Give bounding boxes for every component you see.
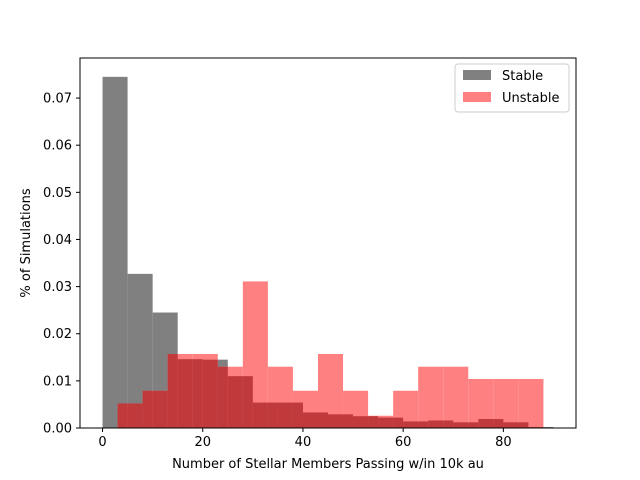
bar-unstable — [443, 366, 469, 428]
bar-overlap — [403, 421, 419, 428]
bar-overlap — [353, 416, 369, 428]
bar-stable — [102, 76, 128, 428]
bar-overlap — [217, 366, 228, 428]
y-tick-label: 0.07 — [43, 92, 72, 107]
bar-overlap — [503, 422, 519, 428]
bar-overlap — [418, 421, 429, 428]
x-axis-label: Number of Stellar Members Passing w/in 1… — [172, 457, 484, 472]
legend-swatch-unstable — [463, 92, 491, 102]
bar-overlap — [127, 403, 143, 428]
bar-overlap — [317, 412, 328, 428]
y-tick-label: 0.05 — [43, 186, 72, 201]
x-axis-ticks: 0 20 40 60 80 — [98, 428, 512, 450]
x-tick-label: 80 — [495, 435, 512, 450]
bar-overlap — [453, 422, 469, 428]
x-tick-label: 40 — [295, 435, 312, 450]
bar-overlap — [393, 417, 404, 428]
plot-frame — [79, 57, 577, 429]
bar-overlap — [227, 376, 243, 428]
legend: Stable Unstable — [454, 63, 570, 113]
bar-overlap — [242, 376, 253, 428]
bar-overlap — [167, 354, 178, 428]
bar-overlap — [343, 414, 354, 428]
bar-overlap — [267, 402, 278, 428]
y-tick-label: 0.01 — [43, 374, 72, 389]
bar-overlap — [302, 412, 318, 428]
y-tick-label: 0.04 — [43, 233, 72, 248]
bar-overlap — [468, 422, 479, 428]
y-tick-label: 0.00 — [43, 422, 72, 437]
bar-overlap — [428, 420, 444, 428]
y-tick-label: 0.06 — [43, 139, 72, 154]
bar-overlap — [478, 419, 494, 428]
bar-overlap — [493, 419, 504, 428]
bar-overlap — [277, 402, 293, 428]
bar-overlap — [202, 359, 218, 428]
bar-overlap — [443, 420, 454, 428]
bar-overlap — [368, 416, 379, 428]
x-tick-label: 20 — [194, 435, 211, 450]
bar-unstable — [418, 366, 444, 428]
overlap-bars — [117, 354, 544, 428]
bar-overlap — [252, 402, 268, 428]
x-tick-label: 60 — [395, 435, 412, 450]
y-axis-label: % of Simulations — [19, 188, 34, 297]
bar-overlap — [142, 390, 153, 428]
bar-overlap — [177, 359, 193, 428]
bar-overlap — [152, 390, 168, 428]
y-tick-label: 0.03 — [43, 280, 72, 295]
x-tick-label: 0 — [98, 435, 106, 450]
bar-overlap — [328, 414, 344, 428]
legend-label-unstable: Unstable — [502, 91, 559, 106]
bar-overlap — [292, 402, 303, 428]
bar-unstable — [518, 378, 544, 428]
bar-overlap — [378, 417, 394, 428]
y-axis-ticks: 0.00 0.01 0.02 0.03 0.04 0.05 0.06 0.07 — [43, 92, 80, 437]
bar-overlap — [117, 403, 128, 428]
bar-overlap — [192, 359, 203, 428]
bar-overlap — [518, 422, 529, 428]
y-tick-label: 0.02 — [43, 327, 72, 342]
legend-label-stable: Stable — [502, 69, 543, 84]
legend-swatch-stable — [463, 70, 491, 80]
